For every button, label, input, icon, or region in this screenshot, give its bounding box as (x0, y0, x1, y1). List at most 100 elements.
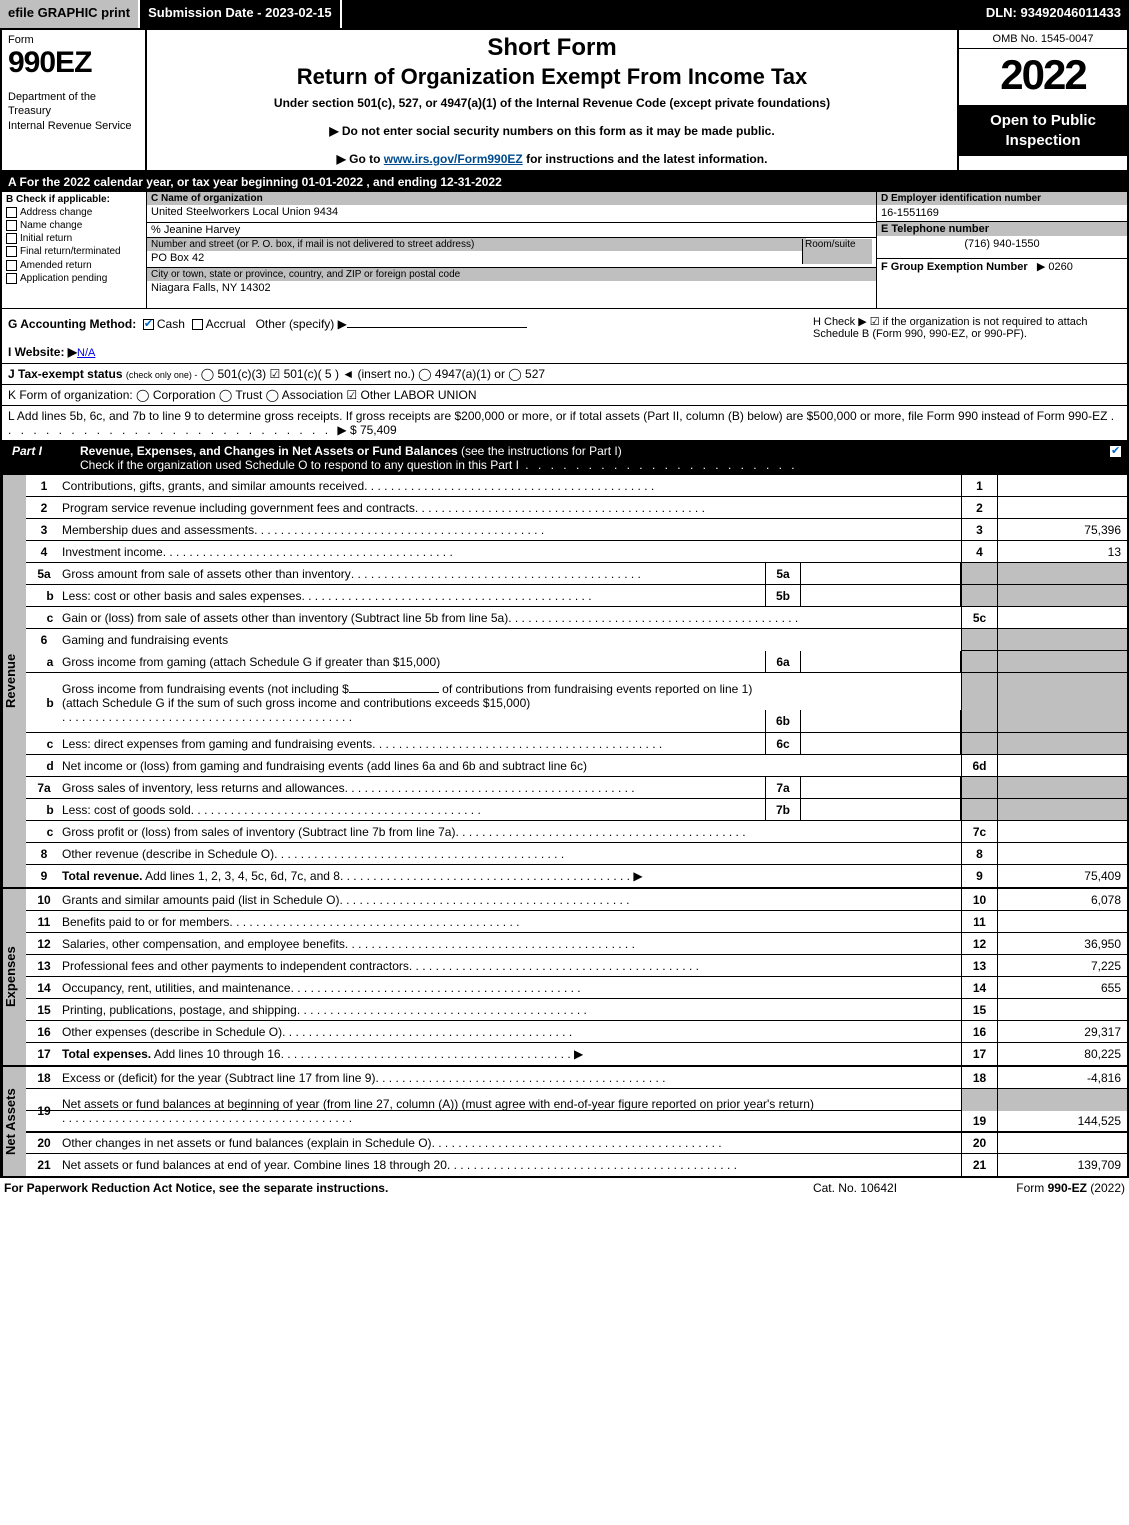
accounting-method: G Accounting Method: Cash Accrual Other … (2, 309, 807, 363)
line-1: 1Contributions, gifts, grants, and simil… (26, 475, 1127, 497)
j-label: J Tax-exempt status (8, 367, 123, 381)
line-20: 20Other changes in net assets or fund ba… (26, 1132, 1127, 1154)
line-7a: 7aGross sales of inventory, less returns… (26, 777, 1127, 799)
form-header: Form 990EZ Department of the Treasury In… (0, 28, 1129, 172)
care-of-value: % Jeanine Harvey (147, 222, 876, 237)
note-url: ▶ Go to www.irs.gov/Form990EZ for instru… (155, 152, 949, 166)
h-schedule-b: H Check ▶ ☑ if the organization is not r… (807, 309, 1127, 363)
chk-name-change[interactable]: Name change (6, 220, 142, 231)
address-value: PO Box 42 (151, 252, 802, 264)
chk-cash[interactable] (143, 319, 154, 330)
footer-left: For Paperwork Reduction Act Notice, see … (4, 1181, 755, 1195)
net-assets-section: Net Assets 18Excess or (deficit) for the… (2, 1065, 1127, 1176)
b-header: B Check if applicable: (6, 194, 142, 205)
section-k: K Form of organization: ◯ Corporation ◯ … (0, 385, 1129, 406)
ein-label: D Employer identification number (877, 192, 1127, 205)
g-label: G Accounting Method: (8, 317, 136, 331)
i-label: I Website: ▶ (8, 345, 77, 359)
l-value: ▶ $ 75,409 (337, 423, 396, 437)
part-i-checkbox[interactable] (1107, 441, 1127, 475)
other-specify-line (347, 327, 527, 328)
city-value: Niagara Falls, NY 14302 (151, 282, 872, 294)
line-13: 13Professional fees and other payments t… (26, 955, 1127, 977)
row-a-tax-year: A For the 2022 calendar year, or tax yea… (0, 172, 1129, 192)
group-exemption-block: F Group Exemption Number ▶ 0260 (877, 259, 1127, 274)
j-options: ◯ 501(c)(3) ☑ 501(c)( 5 ) ◄ (insert no.)… (201, 367, 545, 381)
open-inspection: Open to Public Inspection (959, 105, 1127, 156)
section-g-h: G Accounting Method: Cash Accrual Other … (0, 309, 1129, 364)
part-i-table: Revenue 1Contributions, gifts, grants, a… (0, 475, 1129, 1178)
top-bar: efile GRAPHIC print Submission Date - 20… (0, 0, 1129, 28)
title-short-form: Short Form (155, 34, 949, 62)
line-6a: aGross income from gaming (attach Schedu… (26, 651, 1127, 673)
section-j: J Tax-exempt status (check only one) - ◯… (0, 364, 1129, 385)
chk-final-return[interactable]: Final return/terminated (6, 246, 142, 257)
line-6b: bGross income from fundraising events (n… (26, 673, 1127, 733)
form-number: 990EZ (8, 46, 139, 80)
line-15: 15Printing, publications, postage, and s… (26, 999, 1127, 1021)
line-5b: bLess: cost or other basis and sales exp… (26, 585, 1127, 607)
line-5a: 5aGross amount from sale of assets other… (26, 563, 1127, 585)
net-assets-vlabel: Net Assets (2, 1067, 26, 1176)
line-9: 9Total revenue. Total revenue. Add lines… (26, 865, 1127, 887)
j-small: (check only one) - (126, 370, 198, 380)
topbar-spacer (342, 0, 978, 28)
line-5c: cGain or (loss) from sale of assets othe… (26, 607, 1127, 629)
line-8: 8Other revenue (describe in Schedule O)8 (26, 843, 1127, 865)
revenue-section: Revenue 1Contributions, gifts, grants, a… (2, 475, 1127, 887)
header-left: Form 990EZ Department of the Treasury In… (2, 30, 147, 170)
org-name-label: C Name of organization (147, 192, 876, 205)
form-word: Form (8, 34, 139, 46)
room-suite-label: Room/suite (802, 239, 872, 264)
dept-text: Department of the Treasury Internal Reve… (8, 90, 139, 133)
omb-number: OMB No. 1545-0047 (959, 30, 1127, 49)
line-6: 6Gaming and fundraising events (26, 629, 1127, 651)
phone-value: (716) 940-1550 (881, 238, 1123, 250)
address-row: Number and street (or P. O. box, if mail… (147, 238, 876, 268)
page-footer: For Paperwork Reduction Act Notice, see … (0, 1178, 1129, 1198)
chk-amended-return[interactable]: Amended return (6, 260, 142, 271)
chk-initial-return[interactable]: Initial return (6, 233, 142, 244)
header-right: OMB No. 1545-0047 2022 Open to Public In… (957, 30, 1127, 170)
note-url-pre: ▶ Go to (337, 152, 384, 166)
expenses-section: Expenses 10Grants and similar amounts pa… (2, 887, 1127, 1065)
line-3: 3Membership dues and assessments375,396 (26, 519, 1127, 541)
line-17: 17Total expenses. Add lines 10 through 1… (26, 1043, 1127, 1065)
line-16: 16Other expenses (describe in Schedule O… (26, 1021, 1127, 1043)
expenses-vlabel: Expenses (2, 889, 26, 1065)
revenue-vlabel: Revenue (2, 475, 26, 887)
chk-accrual[interactable] (192, 319, 203, 330)
group-exemption-value: ▶ 0260 (1037, 261, 1073, 273)
city-label: City or town, state or province, country… (147, 268, 876, 281)
line-2: 2Program service revenue including gover… (26, 497, 1127, 519)
phone-block: E Telephone number (716) 940-1550 (877, 222, 1127, 259)
chk-address-change[interactable]: Address change (6, 207, 142, 218)
col-c-org-info: C Name of organization United Steelworke… (147, 192, 877, 308)
part-i-label: Part I (2, 441, 74, 475)
line-6c: cLess: direct expenses from gaming and f… (26, 733, 1127, 755)
phone-label: E Telephone number (877, 222, 1127, 236)
footer-right: Form 990-EZ (2022) (955, 1181, 1125, 1195)
chk-application-pending[interactable]: Application pending (6, 273, 142, 284)
l-text: L Add lines 5b, 6c, and 7b to line 9 to … (8, 409, 1107, 423)
title-return: Return of Organization Exempt From Incom… (155, 64, 949, 90)
col-d-e-f: D Employer identification number 16-1551… (877, 192, 1127, 308)
col-b-checkboxes: B Check if applicable: Address change Na… (2, 192, 147, 308)
line-10: 10Grants and similar amounts paid (list … (26, 889, 1127, 911)
dln-cell: DLN: 93492046011433 (978, 0, 1129, 28)
city-row: City or town, state or province, country… (147, 268, 876, 308)
header-center: Short Form Return of Organization Exempt… (147, 30, 957, 170)
website-link[interactable]: N/A (77, 347, 95, 359)
address-label: Number and street (or P. O. box, if mail… (147, 238, 806, 251)
line-11: 11Benefits paid to or for members11 (26, 911, 1127, 933)
submission-date-cell: Submission Date - 2023-02-15 (140, 0, 342, 28)
part-i-header: Part I Revenue, Expenses, and Changes in… (0, 441, 1129, 475)
section-l: L Add lines 5b, 6c, and 7b to line 9 to … (0, 406, 1129, 441)
note-ssn: ▶ Do not enter social security numbers o… (155, 124, 949, 138)
org-name-value: United Steelworkers Local Union 9434 (151, 206, 872, 218)
line-21: 21Net assets or fund balances at end of … (26, 1154, 1127, 1176)
irs-link[interactable]: www.irs.gov/Form990EZ (384, 152, 523, 166)
section-b-through-f: B Check if applicable: Address change Na… (0, 192, 1129, 309)
line-7b: bLess: cost of goods sold7b (26, 799, 1127, 821)
line-7c: cGross profit or (loss) from sales of in… (26, 821, 1127, 843)
